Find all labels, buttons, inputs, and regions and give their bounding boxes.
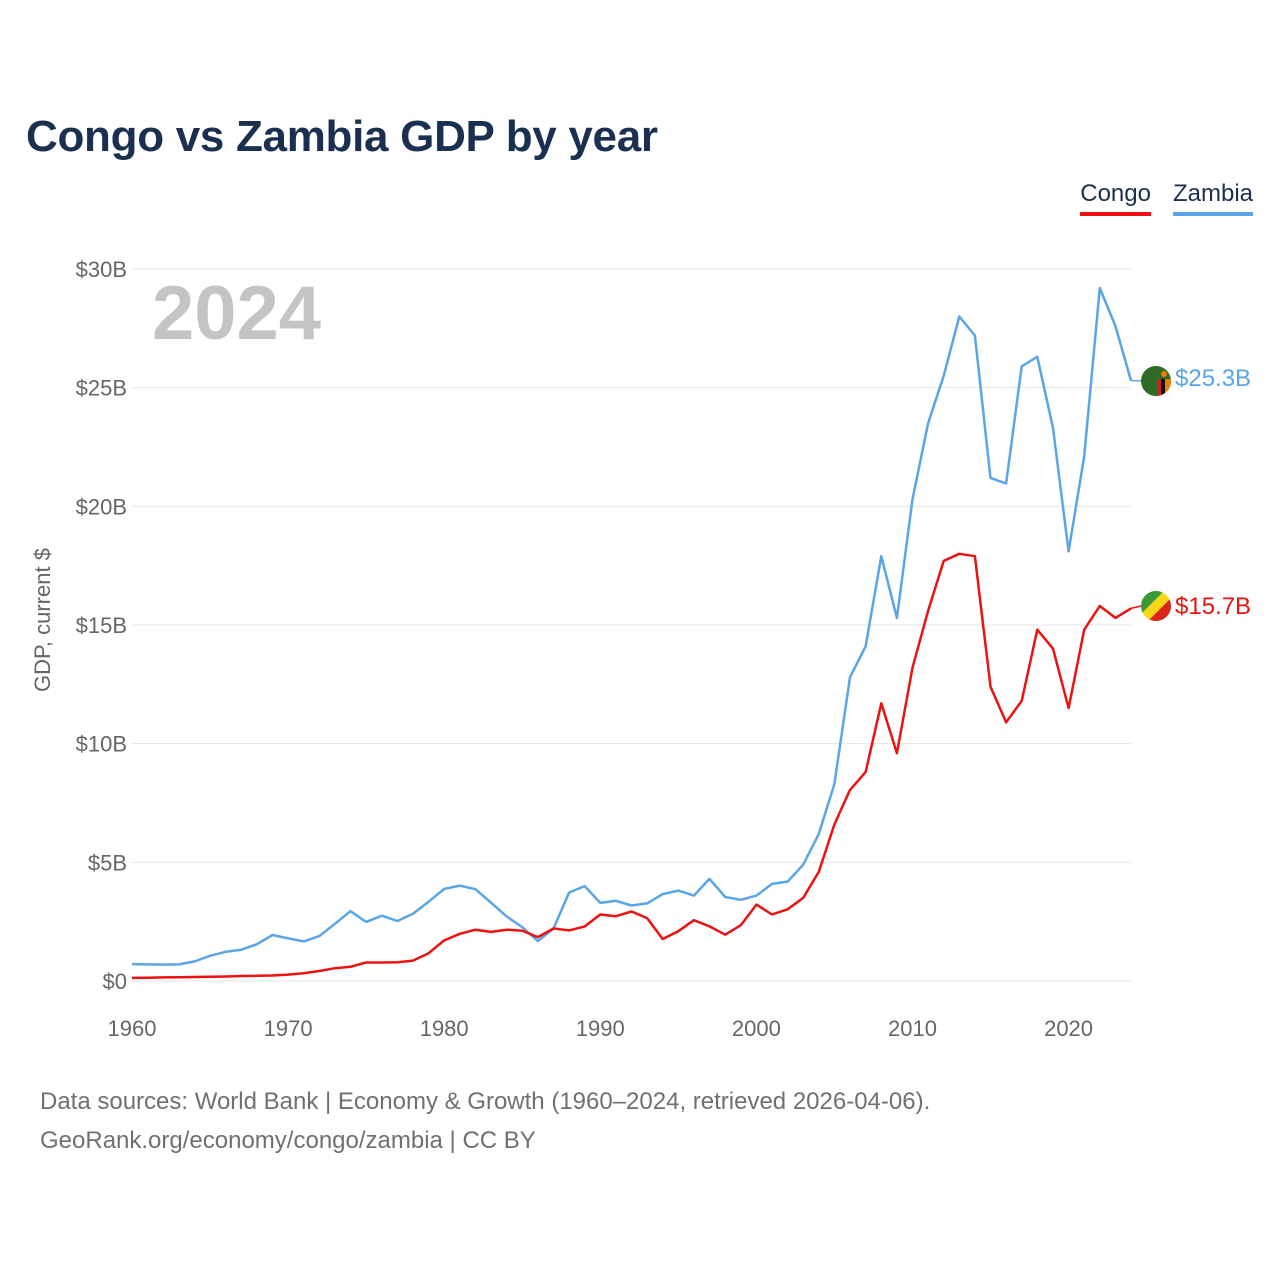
y-tick-label: $25B <box>76 376 127 401</box>
y-axis-ticks: $0 $5B $10B $15B $20B $25B $30B <box>76 257 127 994</box>
y-tick-label: $10B <box>76 732 127 757</box>
year-watermark: 2024 <box>152 271 321 356</box>
y-axis-label: GDP, current $ <box>30 548 55 692</box>
y-tick-label: $5B <box>88 850 127 875</box>
x-tick-label: 1970 <box>264 1016 313 1041</box>
source-line-1: Data sources: World Bank | Economy & Gro… <box>40 1088 931 1115</box>
y-tick-label: $15B <box>76 613 127 638</box>
gdp-line-chart: $0$5B$10B$15B$20B$25B$30B 1960 1970 1980 19… <box>30 257 1251 1041</box>
x-tick-label: 2020 <box>1044 1016 1093 1041</box>
legend-item-congo[interactable]: Congo <box>1080 180 1151 216</box>
x-tick-label: 1990 <box>576 1016 625 1041</box>
legend-item-zambia[interactable]: Zambia <box>1172 180 1253 216</box>
x-tick-label: 2000 <box>732 1016 781 1041</box>
series-line-congo[interactable] <box>131 552 1132 980</box>
x-axis-ticks: 1960 1970 1980 1990 2000 2010 2020 <box>108 1016 1094 1041</box>
end-markers: $25.3B $15.7B <box>1130 365 1251 621</box>
y-tick-label: $30B <box>76 257 127 282</box>
x-tick-label: 1980 <box>420 1016 469 1041</box>
x-tick-label: 2010 <box>888 1016 937 1041</box>
legend: Congo Zambia <box>1080 180 1253 216</box>
end-connector-congo <box>1130 605 1142 610</box>
zambia-flag-icon <box>1141 366 1171 396</box>
zambia-end-value: $25.3B <box>1175 365 1251 392</box>
congo-end-value: $15.7B <box>1175 593 1251 620</box>
series-line-zambia[interactable] <box>131 286 1133 966</box>
y-tick-label: $20B <box>76 494 127 519</box>
source-note: Data sources: World Bank | Economy & Gro… <box>40 1082 930 1160</box>
series-lines <box>131 286 1133 980</box>
x-tick-label: 1960 <box>108 1016 157 1041</box>
grid-lines <box>132 268 1131 982</box>
congo-flag-icon <box>1141 591 1171 621</box>
y-tick-label: $0 <box>103 969 127 994</box>
chart-title: Congo vs Zambia GDP by year <box>26 112 658 161</box>
source-line-2: GeoRank.org/economy/congo/zambia | CC BY <box>40 1127 536 1154</box>
